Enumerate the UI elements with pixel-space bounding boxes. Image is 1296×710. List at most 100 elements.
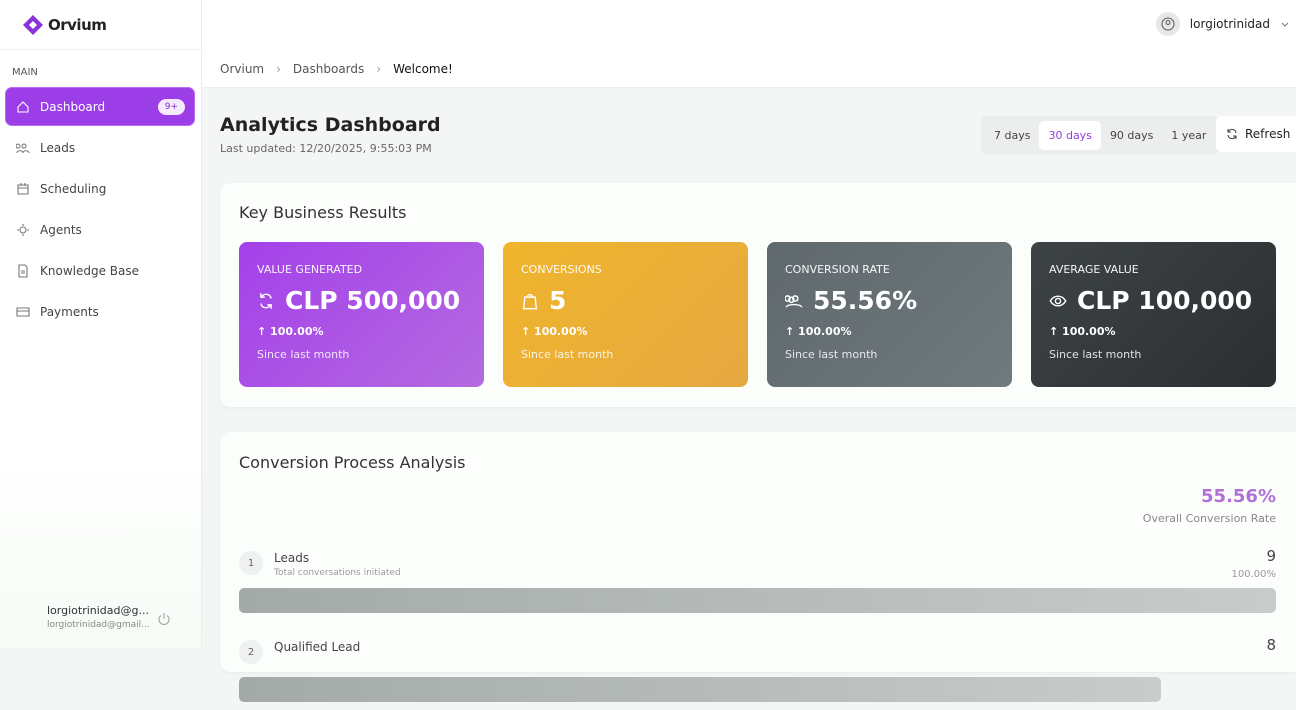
avatar xyxy=(1155,12,1180,36)
funnel-rate: 55.56% xyxy=(1201,486,1276,507)
breadcrumb: Orvium › Dashboards › Welcome! xyxy=(220,62,453,76)
nav-item[interactable]: Knowledge Base xyxy=(6,252,194,289)
kpi-label: CONVERSIONS xyxy=(521,263,602,276)
nav-label: Dashboard xyxy=(40,99,106,114)
kpi-value: 5 xyxy=(549,286,567,315)
kpi-note: Since last month xyxy=(785,348,878,361)
logo-mark xyxy=(23,14,43,35)
nav-section: MAIN xyxy=(12,67,38,78)
kpi-value-row: 5 xyxy=(521,286,730,315)
nav-label: Leads xyxy=(40,140,76,155)
kpi-card: CONVERSIONS 5 ↑ 100.00% Since last month xyxy=(503,242,748,387)
kpi-note: Since last month xyxy=(1049,348,1142,361)
icon xyxy=(16,143,30,153)
funnel-rate-label: Overall Conversion Rate xyxy=(1142,512,1276,525)
funnel-step: 1 Leads Total conversations initiated 9 100.… xyxy=(239,547,1277,621)
step-number: 2 xyxy=(239,640,263,664)
last-updated: Last updated: 12/20/2025, 9:55:03 PM xyxy=(220,142,432,155)
kpi-value: 55.56% xyxy=(813,286,918,315)
kpi-change: 100.00% xyxy=(1062,325,1116,338)
step-count: 9 xyxy=(1266,547,1276,565)
kpi-value: CLP 500,000 xyxy=(285,286,461,315)
brand: Orvium xyxy=(48,15,107,34)
kpi-change: 100.00% xyxy=(534,325,588,338)
arrow-up: ↑ xyxy=(1049,325,1063,338)
step-label: Leads xyxy=(274,551,310,565)
nav-item[interactable]: Dashboard 9+ xyxy=(6,88,194,125)
breadcrumb-item: Welcome! xyxy=(393,62,453,76)
refresh-label: Refresh xyxy=(1245,127,1291,141)
nav-label: Agents xyxy=(40,222,82,237)
arrow-up: ↑ xyxy=(257,325,271,338)
range-option[interactable]: 30 days xyxy=(1039,121,1101,150)
kpi-value: CLP 100,000 xyxy=(1077,286,1253,315)
nav-badge: 9+ xyxy=(157,98,185,115)
kpi-panel: Key Business Results VALUE GENERATED CLP … xyxy=(220,183,1296,407)
kpi-note: Since last month xyxy=(521,348,614,361)
kpi-title: Key Business Results xyxy=(239,203,407,222)
icon xyxy=(1049,294,1067,307)
logo[interactable]: Orvium xyxy=(0,0,201,50)
funnel-panel: Conversion Process Analysis 55.56% Overa… xyxy=(220,432,1296,702)
nav-label: Knowledge Base xyxy=(40,263,139,278)
arrow-up: ↑ xyxy=(521,325,535,338)
breadcrumb-separator: › xyxy=(376,62,382,76)
kpi-label: AVERAGE VALUE xyxy=(1049,263,1139,276)
range-option[interactable]: 1 year xyxy=(1171,129,1207,142)
step-sub: Total conversations initiated xyxy=(274,568,401,578)
nav-label: Payments xyxy=(40,304,99,319)
step-count: 8 xyxy=(1266,636,1276,654)
nav-label: Scheduling xyxy=(40,181,107,196)
funnel-bar xyxy=(239,677,1161,702)
funnel-step: 2 Qualified Lead 8 xyxy=(239,636,1276,710)
arrow-up: ↑ xyxy=(785,325,799,338)
nav-item[interactable]: Scheduling xyxy=(6,170,194,207)
breadcrumb-item[interactable]: Orvium xyxy=(220,62,265,76)
kpi-card: AVERAGE VALUE CLP 100,000 ↑ 100.00% Since l… xyxy=(1031,242,1276,387)
kpi-note: Since last month xyxy=(257,348,350,361)
nav-item[interactable]: Leads xyxy=(6,129,194,166)
nav-item[interactable]: Payments xyxy=(6,293,194,330)
range-selector: 7 days 30 days 90 days 1 year xyxy=(981,116,1220,155)
range-option[interactable]: 7 days xyxy=(994,129,1031,142)
icon xyxy=(260,292,272,309)
kpi-value-row: 55.56% xyxy=(785,286,994,315)
topbar: Orvium › Dashboards › Welcome! lorgiotrinida… xyxy=(202,0,1296,88)
icon xyxy=(16,306,30,317)
icon xyxy=(17,223,29,236)
breadcrumb-item[interactable]: Dashboards xyxy=(292,62,365,76)
step-number: 1 xyxy=(239,551,263,575)
kpi-card: CONVERSION RATE 55.56% ↑ 100.00% Since last… xyxy=(767,242,1012,387)
user-info[interactable]: lorgiotrinidad@g... lorgiotrinidad@gmail… xyxy=(47,604,150,630)
kpi-change-row: ↑ 100.00% xyxy=(521,325,730,338)
icon xyxy=(785,294,803,308)
breadcrumb-separator: › xyxy=(276,62,281,76)
kpi-change: 100.00% xyxy=(270,325,324,338)
user-email: lorgiotrinidad@gmail... xyxy=(47,620,150,630)
user-menu[interactable]: lorgiotrinidad xyxy=(1155,12,1290,36)
icon xyxy=(17,182,29,195)
kpi-label: VALUE GENERATED xyxy=(257,263,363,276)
page-title: Analytics Dashboard xyxy=(220,114,441,136)
kpi-label: CONVERSION RATE xyxy=(785,263,890,276)
logout-icon[interactable] xyxy=(157,612,171,626)
kpi-change-row: ↑ 100.00% xyxy=(257,325,466,338)
nav-item[interactable]: Agents xyxy=(6,211,194,248)
range-option[interactable]: 90 days xyxy=(1109,129,1154,142)
user-name: lorgiotrinidad@g... xyxy=(47,604,149,617)
funnel-title: Conversion Process Analysis xyxy=(239,453,466,472)
icon xyxy=(17,100,29,113)
icon xyxy=(18,263,28,278)
topbar-user: lorgiotrinidad xyxy=(1189,17,1270,31)
kpi-change-row: ↑ 100.00% xyxy=(785,325,994,338)
kpi-change-row: ↑ 100.00% xyxy=(1049,325,1258,338)
refresh-button[interactable]: Refresh xyxy=(1216,116,1296,152)
icon xyxy=(522,293,538,309)
sidebar: Orvium MAIN Dashboard 9+ Leads Scheduling Ag… xyxy=(0,0,202,648)
step-pct: 100.00% xyxy=(1231,569,1277,580)
kpi-card: VALUE GENERATED CLP 500,000 ↑ 100.00% Since… xyxy=(239,242,484,387)
kpi-value-row: CLP 100,000 xyxy=(1049,286,1258,315)
funnel-bar xyxy=(239,588,1276,613)
kpi-value-row: CLP 500,000 xyxy=(257,286,466,315)
